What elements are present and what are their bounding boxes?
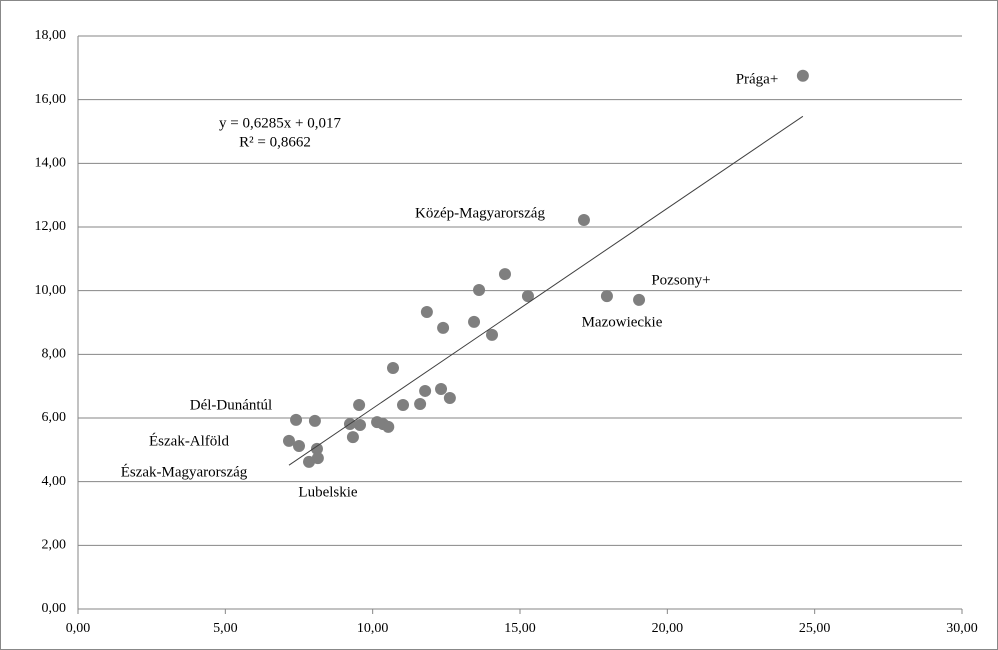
x-tick-label: 10,00	[357, 621, 389, 636]
annotation: Prága+	[736, 71, 779, 87]
point	[353, 419, 366, 432]
x-tick-label: 25,00	[799, 621, 831, 636]
point	[414, 397, 427, 410]
x-tick-label: 15,00	[504, 621, 536, 636]
annotation: y = 0,6285x + 0,017	[219, 115, 341, 131]
point	[420, 305, 433, 318]
annotation: R² = 0,8662	[239, 134, 311, 150]
point	[600, 290, 613, 303]
x-tick-label: 20,00	[652, 621, 684, 636]
point	[353, 398, 366, 411]
point	[308, 414, 321, 427]
x-tick-label: 5,00	[213, 621, 238, 636]
point	[419, 384, 432, 397]
point	[633, 293, 646, 306]
point	[310, 442, 323, 455]
point	[386, 362, 399, 375]
y-tick-label: 16,00	[35, 92, 67, 107]
point	[443, 391, 456, 404]
trendline	[288, 115, 804, 466]
point	[437, 321, 450, 334]
y-tick-label: 0,00	[42, 601, 67, 616]
point	[346, 431, 359, 444]
y-tick-label: 12,00	[35, 219, 67, 234]
y-tick-label: 14,00	[35, 156, 67, 171]
point	[498, 268, 511, 281]
point	[290, 413, 303, 426]
point	[473, 284, 486, 297]
point	[303, 455, 316, 468]
y-tick-label: 4,00	[42, 474, 67, 489]
point	[397, 398, 410, 411]
annotation: Lubelskie	[298, 484, 357, 500]
y-tick-label: 8,00	[42, 347, 67, 362]
y-tick-label: 2,00	[42, 538, 67, 553]
x-tick-label: 0,00	[66, 621, 91, 636]
annotation: Pozsony+	[651, 272, 710, 288]
y-tick-label: 6,00	[42, 410, 67, 425]
annotation: Közép-Magyarország	[415, 205, 545, 221]
annotation: Észak-Magyarország	[121, 463, 248, 480]
y-tick-label: 10,00	[35, 283, 67, 298]
point	[293, 440, 305, 453]
point	[486, 328, 499, 341]
x-tick-label: 30,00	[946, 621, 978, 636]
point	[282, 434, 295, 447]
annotation: Észak-Alföld	[149, 432, 229, 449]
point	[435, 383, 448, 396]
annotation: Dél-Dunántúl	[190, 397, 272, 413]
point	[382, 420, 395, 433]
point	[521, 290, 534, 303]
point	[577, 213, 590, 226]
point	[796, 69, 809, 82]
annotation: Mazowieckie	[582, 314, 663, 330]
point	[468, 315, 481, 328]
y-tick-label: 18,00	[35, 28, 67, 43]
